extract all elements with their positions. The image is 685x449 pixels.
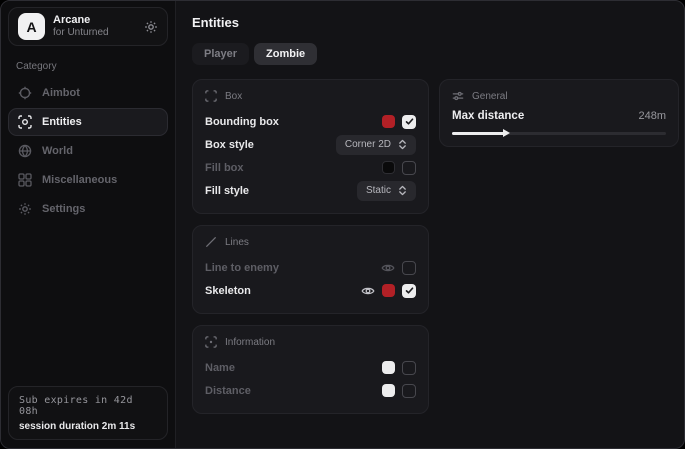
- setting-label: Fill style: [205, 184, 250, 197]
- sidebar: A Arcane for Unturned Category: [1, 1, 176, 448]
- checkbox-unchecked[interactable]: [402, 383, 416, 398]
- page-title: Entities: [192, 15, 239, 30]
- logo-letter: A: [26, 18, 37, 35]
- brand-card: A Arcane for Unturned: [8, 7, 168, 46]
- setting-label: Bounding box: [205, 115, 279, 128]
- setting-row-fill-style: Fill style Static: [205, 179, 416, 202]
- sidebar-item-world[interactable]: World: [8, 137, 168, 165]
- app-logo: A: [18, 13, 45, 40]
- sidebar-item-label: Settings: [42, 203, 86, 215]
- box-style-dropdown[interactable]: Corner 2D: [335, 134, 416, 155]
- brand-name: Arcane: [53, 14, 91, 27]
- box-corners-icon: [205, 90, 217, 102]
- slider-thumb[interactable]: [503, 129, 511, 137]
- setting-label: Box style: [205, 138, 254, 151]
- max-distance-value: 248m: [638, 110, 666, 122]
- card-title: General: [472, 90, 508, 102]
- session-duration-text: session duration 2m 11s: [19, 421, 136, 432]
- dropdown-value: Static: [365, 185, 391, 196]
- setting-row-line-to-enemy: Line to enemy: [205, 256, 416, 279]
- setting-row-box-style: Box style Corner 2D: [205, 133, 416, 156]
- category-label: Category: [16, 61, 57, 72]
- setting-label: Name: [205, 361, 235, 374]
- checkbox-unchecked[interactable]: [402, 360, 416, 375]
- box-card: Box Bounding box Box style: [192, 79, 429, 214]
- entity-tabs: Player Zombie: [192, 43, 679, 65]
- setting-label: Line to enemy: [205, 261, 279, 274]
- card-title: Information: [225, 336, 276, 348]
- max-distance-slider-fill: [452, 132, 506, 135]
- diagonal-line-icon: [205, 236, 217, 248]
- sidebar-item-settings[interactable]: Settings: [8, 195, 168, 223]
- tab-zombie[interactable]: Zombie: [254, 43, 318, 65]
- entity-scan-icon: [18, 115, 32, 129]
- setting-label: Max distance: [452, 110, 525, 122]
- fill-style-dropdown[interactable]: Static: [356, 180, 416, 201]
- tab-player[interactable]: Player: [192, 43, 250, 65]
- dropdown-value: Corner 2D: [344, 139, 391, 150]
- checkbox-unchecked[interactable]: [402, 160, 416, 175]
- color-swatch[interactable]: [382, 284, 395, 297]
- chevrons-up-down-icon: [398, 139, 407, 150]
- setting-row-max-distance: Max distance 248m: [452, 110, 666, 122]
- setting-row-distance: Distance: [205, 379, 416, 402]
- globe-icon: [18, 144, 32, 158]
- color-swatch[interactable]: [382, 361, 395, 374]
- grid-icon: [18, 173, 32, 187]
- sidebar-item-entities[interactable]: Entities: [8, 108, 168, 136]
- setting-row-name: Name: [205, 356, 416, 379]
- sidebar-nav: Aimbot Entities World: [8, 79, 168, 224]
- sliders-icon: [452, 90, 464, 102]
- color-swatch[interactable]: [382, 115, 395, 128]
- information-card: Information Name Distance: [192, 325, 429, 414]
- sidebar-item-label: World: [42, 145, 73, 157]
- setting-row-skeleton: Skeleton: [205, 279, 416, 302]
- setting-row-fill-box: Fill box: [205, 156, 416, 179]
- scan-eye-icon: [205, 336, 217, 348]
- setting-label: Skeleton: [205, 284, 251, 297]
- setting-row-bounding-box: Bounding box: [205, 110, 416, 133]
- brand-subtitle: for Unturned: [53, 27, 109, 39]
- sidebar-item-label: Entities: [42, 116, 82, 128]
- checkbox-checked[interactable]: [402, 283, 416, 298]
- max-distance-slider[interactable]: [452, 129, 666, 137]
- card-title: Box: [225, 90, 243, 102]
- card-title: Lines: [225, 236, 249, 248]
- chevrons-up-down-icon: [398, 185, 407, 196]
- lines-card: Lines Line to enemy: [192, 225, 429, 314]
- eye-icon[interactable]: [361, 284, 375, 298]
- setting-label: Fill box: [205, 161, 244, 174]
- crosshair-icon: [18, 86, 32, 100]
- sidebar-item-aimbot[interactable]: Aimbot: [8, 79, 168, 107]
- gear-icon: [18, 202, 32, 216]
- setting-label: Distance: [205, 384, 251, 397]
- main-panel: Entities Player Zombie Box: [176, 1, 684, 448]
- sub-expires-text: Sub expires in 42d 08h: [19, 395, 133, 417]
- checkbox-unchecked[interactable]: [402, 260, 416, 275]
- eye-icon[interactable]: [381, 261, 395, 275]
- sidebar-item-label: Aimbot: [42, 87, 80, 99]
- sidebar-item-miscellaneous[interactable]: Miscellaneous: [8, 166, 168, 194]
- gear-icon[interactable]: [144, 20, 158, 34]
- subscription-card: Sub expires in 42d 08h session duration …: [8, 386, 168, 440]
- general-card: General Max distance 248m: [439, 79, 679, 147]
- color-swatch[interactable]: [382, 161, 395, 174]
- checkbox-checked[interactable]: [402, 114, 416, 129]
- color-swatch[interactable]: [382, 384, 395, 397]
- sidebar-item-label: Miscellaneous: [42, 174, 118, 186]
